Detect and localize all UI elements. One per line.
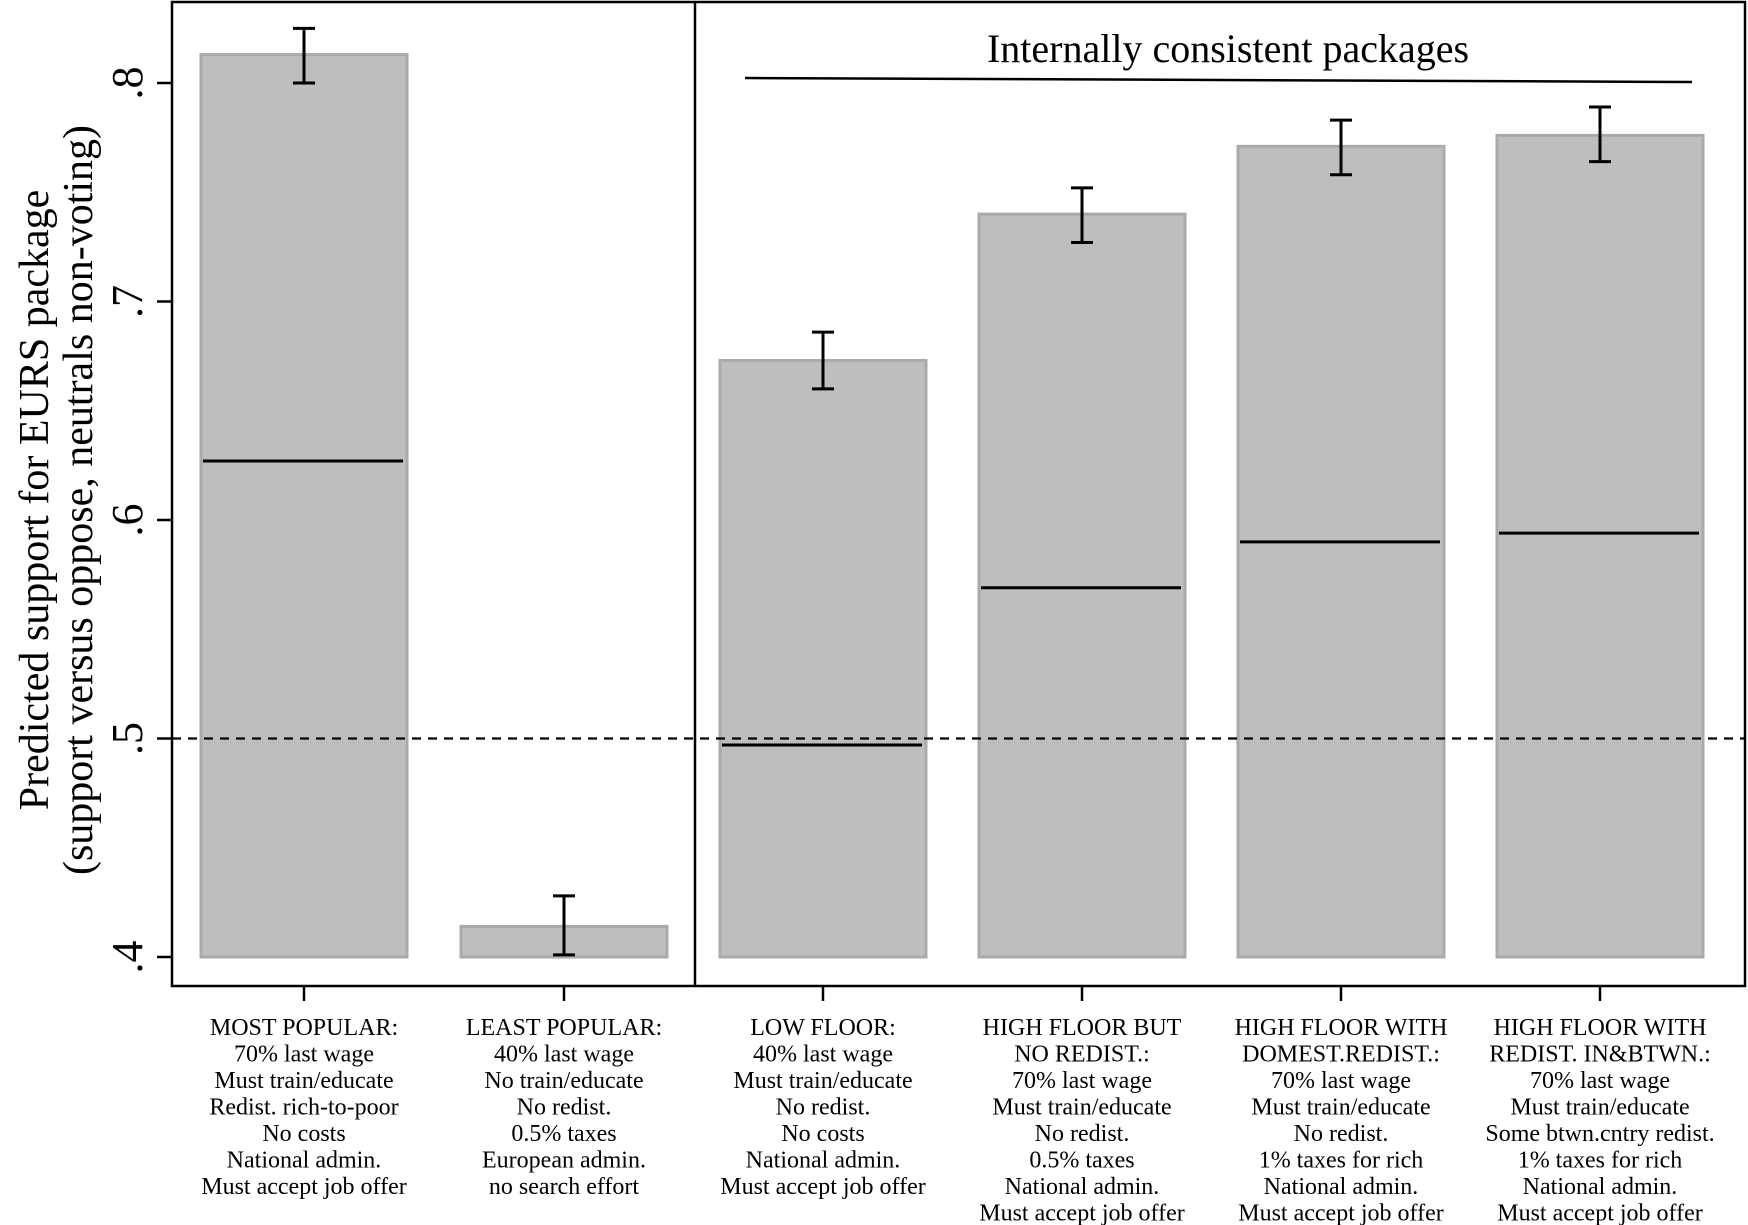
category-label-line: DOMEST.REDIST.: [1242,1042,1440,1068]
bar [1236,144,1446,959]
category-label-line: no search effort [489,1174,639,1200]
category-label-line: No redist. [1294,1121,1389,1147]
y-axis-label-line-2: (support versus oppose, neutrals non-vot… [56,125,102,875]
category-label-line: Must accept job offer [1497,1201,1703,1225]
y-ticks-layer: .4 .5 .6 .7 .8 [103,67,172,974]
category-label-line: No costs [781,1121,864,1147]
annotation-layer: Internally consistent packages [744,26,1693,84]
y-tick-label: .8 [103,67,152,100]
category-label-line: National admin. [746,1148,901,1174]
category-label: LEAST POPULAR: 40% last wage No train/educ… [466,1015,662,1200]
y-tick-label: .4 [103,941,152,974]
category-label-line: 1% taxes for rich [1259,1148,1424,1174]
bar [977,212,1187,959]
category-label-line: Must accept job offer [979,1201,1185,1225]
annotation-internally-consistent: Internally consistent packages [987,26,1469,71]
bar [199,53,409,959]
category-label: MOST POPULAR: 70% last wage Must train/edu… [201,1015,407,1200]
category-label-line: Redist. rich-to-poor [209,1095,398,1121]
category-label: HIGH FLOOR BUT NO REDIST.: 70% last wage Mu… [979,1015,1185,1225]
category-label-line: Must accept job offer [720,1174,926,1200]
category-label-line: 70% last wage [1012,1068,1152,1094]
category-label: LOW FLOOR: 40% last wage Must train/educat… [720,1015,926,1200]
category-label-line: 0.5% taxes [511,1121,616,1147]
category-label-line: MOST POPULAR: [210,1015,398,1041]
annotation-bracket-line [744,76,1693,84]
category-label-line: NO REDIST.: [1014,1042,1150,1068]
category-label-line: No costs [262,1121,345,1147]
category-label-line: National admin. [1005,1174,1160,1200]
category-label-line: Must train/educate [1510,1095,1689,1121]
category-label-line: National admin. [1264,1174,1419,1200]
category-label: HIGH FLOOR WITH REDIST. IN&BTWN.: 70% last… [1485,1015,1714,1225]
category-label-line: Must train/educate [733,1068,912,1094]
y-tick-label: .6 [103,504,152,537]
category-label-line: 0.5% taxes [1029,1148,1134,1174]
bars-layer [199,26,1705,959]
category-label-line: 40% last wage [494,1042,634,1068]
category-label-line: European admin. [482,1148,646,1174]
category-label-line: 70% last wage [1271,1068,1411,1094]
y-axis-label: Predicted support for EURS package (supp… [12,125,102,875]
category-label-line: Must train/educate [214,1068,393,1094]
category-label-line: HIGH FLOOR WITH [1494,1015,1707,1041]
category-label-line: No redist. [1035,1121,1130,1147]
category-label: HIGH FLOOR WITH DOMEST.REDIST.: 70% last w… [1235,1015,1448,1225]
axes-layer [170,0,1747,988]
y-tick-label: .7 [103,285,152,318]
category-label-line: HIGH FLOOR BUT [983,1015,1182,1041]
category-labels-layer: MOST POPULAR: 70% last wage Must train/edu… [201,1015,1714,1225]
category-label-line: 1% taxes for rich [1518,1148,1683,1174]
category-label-line: No redist. [517,1095,612,1121]
category-label-line: HIGH FLOOR WITH [1235,1015,1448,1041]
category-label-line: National admin. [227,1148,382,1174]
category-label-line: No train/educate [484,1068,643,1094]
plot-frame [170,0,1747,988]
category-label-line: 40% last wage [753,1042,893,1068]
category-label-line: LOW FLOOR: [750,1015,896,1041]
category-label-line: 70% last wage [234,1042,374,1068]
category-label-line: Must train/educate [1251,1095,1430,1121]
category-label-line: REDIST. IN&BTWN.: [1489,1042,1711,1068]
category-label-line: National admin. [1523,1174,1678,1200]
category-label-line: Some btwn.cntry redist. [1485,1121,1714,1147]
category-label-line: LEAST POPULAR: [466,1015,662,1041]
category-label-line: Must accept job offer [201,1174,407,1200]
y-tick-label: .5 [103,722,152,755]
category-label-line: No redist. [776,1095,871,1121]
y-axis-label-line-1: Predicted support for EURS package [12,190,58,811]
category-label-line: 70% last wage [1530,1068,1670,1094]
category-label-line: Must accept job offer [1238,1201,1444,1225]
bar [1495,133,1705,959]
category-label-line: Must train/educate [992,1095,1171,1121]
x-ticks-layer [302,986,1602,1001]
bar [718,358,928,959]
